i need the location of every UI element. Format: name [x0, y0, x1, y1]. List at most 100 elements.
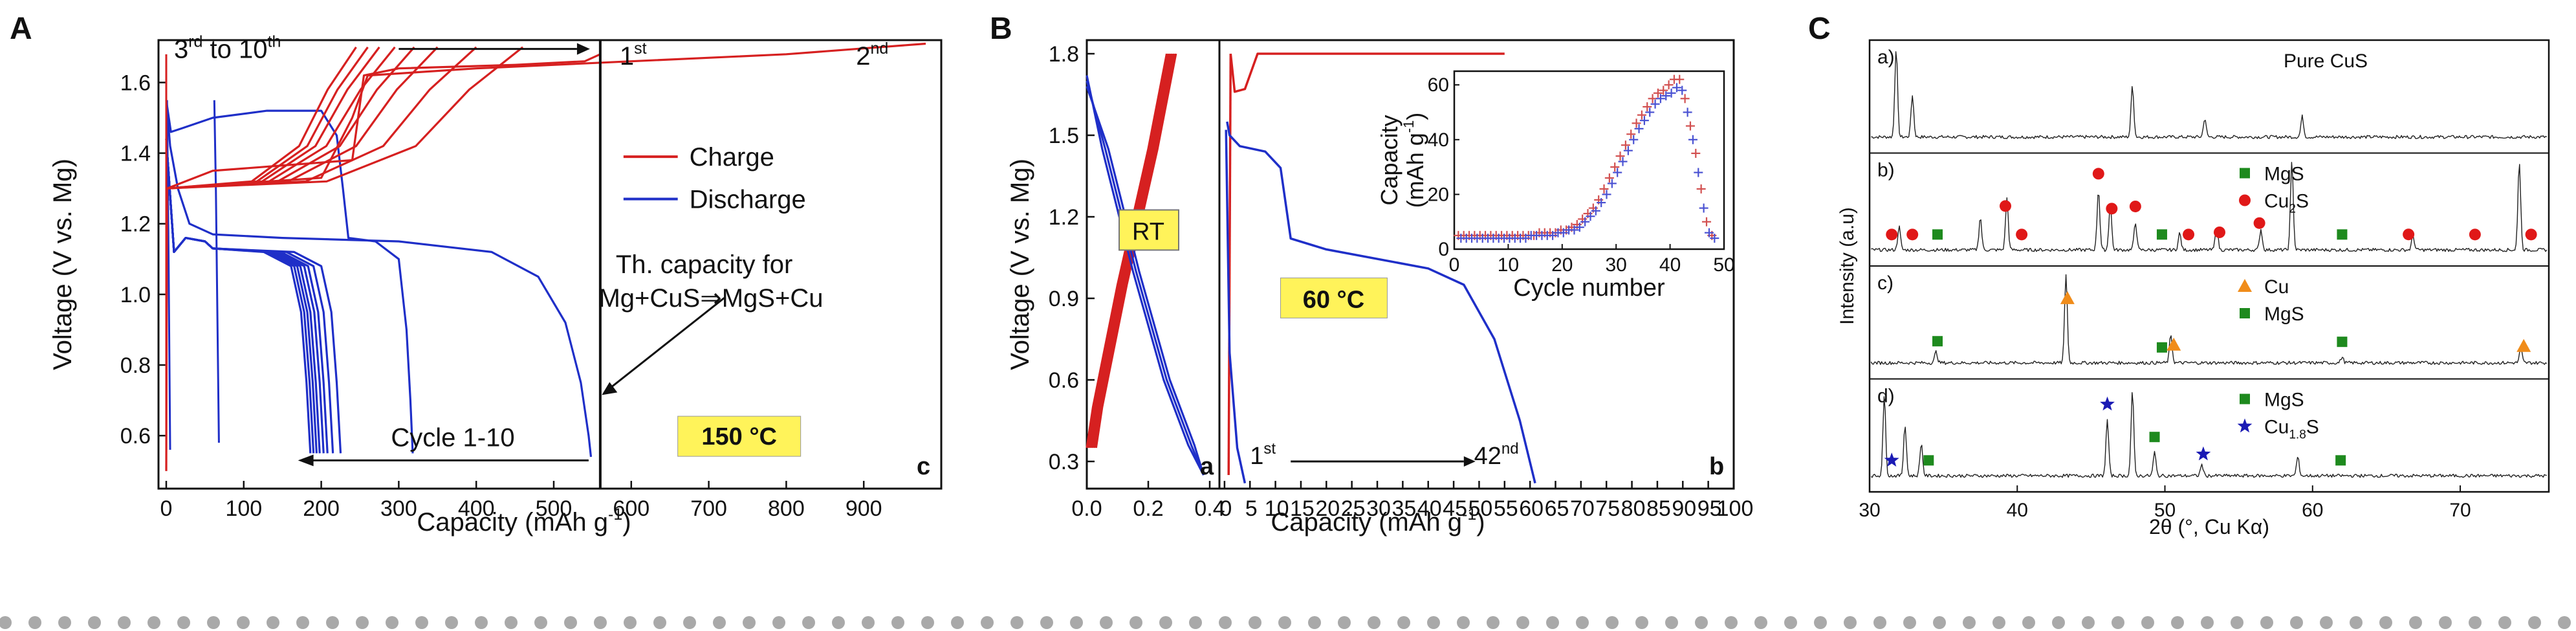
border-dot [772, 616, 785, 629]
label-first-cycle-sup: st [634, 39, 647, 58]
peak-marker-circle [2253, 217, 2265, 229]
y-tick-label-b: 0.6 [1049, 368, 1079, 393]
rt-discharge-curve-2 [1086, 80, 1205, 476]
border-dot [1546, 616, 1559, 629]
border-dot [28, 616, 41, 629]
label-temperature-a: 150 °C [701, 423, 777, 450]
legend-label-c: Pure CuS [2284, 50, 2368, 72]
border-dot [1278, 616, 1291, 629]
inset-x-tick-label: 30 [1606, 254, 1627, 276]
corner-label-a: c [917, 453, 930, 480]
panel-label-c: C [1808, 12, 1831, 46]
y-tick-label-a: 1.6 [120, 71, 151, 95]
x-tick-label-b-left: 0.0 [1071, 496, 1102, 521]
y-tick-label-b: 0.3 [1049, 450, 1079, 474]
border-dot [832, 616, 845, 629]
border-dot [1308, 616, 1321, 629]
discharge-drop-line [213, 100, 220, 443]
legend-marker-c-square [2240, 393, 2250, 404]
border-dot [1130, 616, 1142, 629]
rt-charge-curve-4 [1091, 53, 1173, 448]
border-dot [564, 616, 577, 629]
y-tick-label-a: 0.6 [120, 424, 151, 448]
peak-marker-triangle [2516, 338, 2531, 352]
legend-marker-c-square [2240, 168, 2250, 179]
legend-discharge-label: Discharge [690, 186, 806, 214]
y-tick-label-a: 1.2 [120, 212, 151, 237]
peak-marker-circle [2403, 228, 2415, 241]
peak-marker-triangle [2167, 337, 2181, 351]
border-dot [1040, 616, 1053, 629]
peak-marker-triangle [2060, 291, 2075, 304]
x-tick-label-b-right: 95 [1697, 496, 1722, 521]
border-dot [1635, 616, 1648, 629]
border-dot [326, 616, 339, 629]
cycle-arrow-bottom-head [298, 454, 314, 467]
plot-frame-b [1086, 39, 1735, 490]
peak-marker-square [2156, 229, 2167, 240]
peak-marker-circle [1906, 228, 1919, 241]
border-dot [2290, 616, 2303, 629]
rt-charge-curve-2 [1087, 53, 1170, 448]
border-dot [862, 616, 875, 629]
x-tick-label-b-left: 0.4 [1194, 496, 1225, 521]
border-dot [2022, 616, 2035, 629]
border-dot [1873, 616, 1886, 629]
inset-y-axis-label-line1: Capacity [1376, 115, 1403, 205]
y-axis-label-b: Voltage (V vs. Mg) [1006, 159, 1034, 370]
x-axis-label-b-main: Capacity (mAh g [1271, 508, 1462, 537]
inset-y-tick-label: 60 [1428, 74, 1449, 96]
border-dot [1010, 616, 1023, 629]
x-tick-label-b-left: 0.2 [1133, 496, 1163, 521]
x-axis-label-a-tail: ) [622, 508, 631, 537]
border-dot [891, 616, 904, 629]
border-dot [2260, 616, 2273, 629]
label-theoretical-line1: Th. capacity for [616, 250, 792, 279]
peak-marker-square [2335, 455, 2346, 466]
inset-frame [1453, 70, 1725, 250]
legend-marker-c-triangle [2238, 279, 2252, 292]
border-dot [2231, 616, 2243, 629]
label-temperature-b: 60 °C [1303, 286, 1364, 313]
border-dot [1754, 616, 1767, 629]
border-dot [1933, 616, 1946, 629]
panel-c-chart: C 30 40 50 60 70 2θ (°, Cu Kα) Intensity (a.u) a… [1808, 12, 2550, 538]
label-cycles-mid: to 10 [202, 35, 267, 63]
peak-marker-square [1932, 229, 1943, 240]
inset-y-axis-label-line2: (mAh g-1) [1401, 113, 1428, 208]
inset-x-tick-label: 50 [1713, 254, 1734, 276]
peak-marker-square [1923, 455, 1934, 466]
border-dot [118, 616, 131, 629]
rt-charge-curve-1 [1086, 53, 1168, 448]
inset-x-tick-label: 10 [1498, 254, 1519, 276]
label-cycles-sup2: th [268, 32, 281, 50]
x-tick-label-b-right: 90 [1672, 496, 1696, 521]
rt-charge-curve-6 [1095, 53, 1177, 448]
border-dot [1844, 616, 1857, 629]
cycle-arrow-b-head [1463, 456, 1476, 467]
border-dot [1427, 616, 1440, 629]
legend-label-c-sub: 2 [2289, 203, 2296, 216]
inset-y-tick-label: 20 [1428, 184, 1449, 205]
border-dot [445, 616, 458, 629]
border-dot [713, 616, 726, 629]
x-tick-label-a: 700 [690, 496, 727, 521]
temperature-badge-b [1280, 277, 1388, 318]
border-dot [1100, 616, 1113, 629]
border-dot [88, 616, 101, 629]
border-dot [1963, 616, 1976, 629]
legend-label-c: Cu1.8S [2264, 417, 2319, 442]
rt-discharge-curve-1 [1086, 75, 1205, 476]
border-dot [2409, 616, 2422, 629]
charge-curve-b [1229, 52, 1505, 93]
border-dot [1249, 616, 1261, 629]
discharge-initial-line [166, 100, 171, 450]
border-dot [2498, 616, 2511, 629]
border-dot [2558, 616, 2571, 629]
x-tick-label-b-right: 50 [1468, 496, 1493, 521]
x-tick-label-a: 600 [613, 496, 649, 521]
x-tick-label-a: 0 [160, 496, 173, 521]
x-tick-label-b-right: 65 [1545, 496, 1569, 521]
x-axis-label-a: Capacity (mAh g-1) [417, 505, 631, 537]
